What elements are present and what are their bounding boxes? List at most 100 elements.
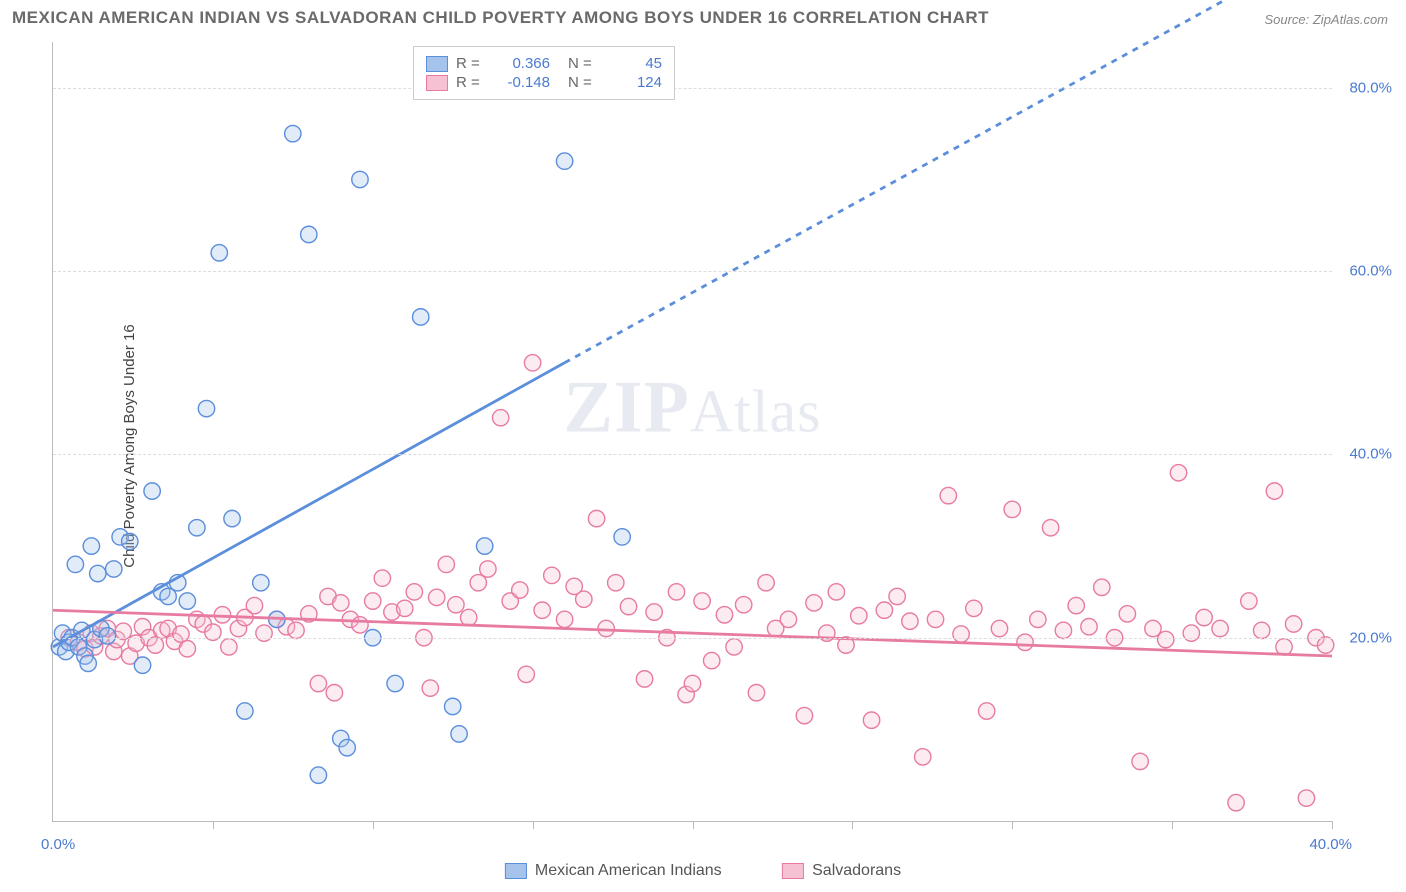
data-point	[668, 584, 684, 600]
plot-area: ZIPAtlas R = 0.366 N = 45 R = -0.148 N =…	[52, 42, 1332, 822]
data-point	[940, 487, 956, 503]
data-point	[1068, 597, 1084, 613]
data-point	[636, 671, 652, 687]
data-point	[451, 726, 467, 742]
data-point	[614, 529, 630, 545]
data-point	[492, 410, 508, 426]
data-point	[1298, 790, 1314, 806]
data-point	[122, 533, 138, 549]
data-point	[211, 245, 227, 261]
data-point	[147, 637, 163, 653]
data-point	[106, 561, 122, 577]
data-point	[253, 575, 269, 591]
n-label: N =	[568, 74, 606, 91]
data-point	[556, 611, 572, 627]
data-point	[429, 589, 445, 605]
series-name-0: Mexican American Indians	[535, 862, 722, 880]
data-point	[99, 628, 115, 644]
legend-swatch-0b	[505, 863, 527, 879]
y-tick-label: 80.0%	[1349, 79, 1392, 96]
data-point	[1094, 579, 1110, 595]
data-point	[444, 698, 460, 714]
data-point	[1158, 631, 1174, 647]
legend-row-1: R = -0.148 N = 124	[426, 74, 662, 91]
grid-line	[53, 454, 1332, 455]
data-point	[1119, 606, 1135, 622]
trend-line-dashed	[565, 0, 1332, 363]
data-point	[144, 483, 160, 499]
data-point	[902, 613, 918, 629]
x-tick	[693, 821, 694, 829]
legend-swatch-1b	[782, 863, 804, 879]
x-tick	[1332, 821, 1333, 829]
x-tick	[1012, 821, 1013, 829]
data-point	[863, 712, 879, 728]
data-point	[1241, 593, 1257, 609]
data-point	[796, 707, 812, 723]
grid-line	[53, 638, 1332, 639]
data-point	[518, 666, 534, 682]
data-point	[889, 588, 905, 604]
data-point	[716, 607, 732, 623]
data-point	[1253, 622, 1269, 638]
data-point	[806, 595, 822, 611]
x-tick	[1172, 821, 1173, 829]
data-point	[310, 675, 326, 691]
chart-title: MEXICAN AMERICAN INDIAN VS SALVADORAN CH…	[12, 8, 989, 28]
data-point	[1017, 634, 1033, 650]
data-point	[397, 600, 413, 616]
source-label: Source: ZipAtlas.com	[1264, 12, 1388, 27]
data-point	[83, 538, 99, 554]
data-point	[374, 570, 390, 586]
correlation-legend: R = 0.366 N = 45 R = -0.148 N = 124	[413, 46, 675, 100]
data-point	[67, 556, 83, 572]
data-point	[620, 598, 636, 614]
x-tick	[533, 821, 534, 829]
data-point	[748, 684, 764, 700]
legend-swatch-1	[426, 75, 448, 91]
legend-swatch-0	[426, 56, 448, 72]
data-point	[735, 597, 751, 613]
data-point	[90, 565, 106, 581]
legend-row-0: R = 0.366 N = 45	[426, 55, 662, 72]
data-point	[173, 626, 189, 642]
data-point	[953, 626, 969, 642]
legend-item-1: Salvadorans	[782, 862, 901, 880]
data-point	[876, 602, 892, 618]
data-point	[1285, 616, 1301, 632]
data-point	[333, 595, 349, 611]
x-tick	[373, 821, 374, 829]
data-point	[288, 622, 304, 638]
n-value-1: 124	[606, 74, 662, 91]
data-point	[80, 655, 96, 671]
data-point	[556, 153, 572, 169]
data-point	[1030, 611, 1046, 627]
data-point	[1317, 637, 1333, 653]
data-point	[512, 582, 528, 598]
data-point	[476, 538, 492, 554]
data-point	[1170, 465, 1186, 481]
data-point	[1276, 639, 1292, 655]
r-value-1: -0.148	[494, 74, 550, 91]
data-point	[1183, 625, 1199, 641]
x-tick	[213, 821, 214, 829]
data-point	[285, 125, 301, 141]
data-point	[448, 597, 464, 613]
data-point	[224, 510, 240, 526]
x-tick-label-min: 0.0%	[41, 836, 75, 853]
data-point	[1212, 620, 1228, 636]
data-point	[534, 602, 550, 618]
y-tick-label: 20.0%	[1349, 629, 1392, 646]
data-point	[326, 684, 342, 700]
data-point	[694, 593, 710, 609]
data-point	[1196, 609, 1212, 625]
data-point	[1042, 520, 1058, 536]
data-point	[1266, 483, 1282, 499]
data-point	[915, 749, 931, 765]
data-point	[726, 639, 742, 655]
data-point	[927, 611, 943, 627]
plot-svg	[53, 42, 1332, 821]
data-point	[339, 739, 355, 755]
grid-line	[53, 271, 1332, 272]
data-point	[189, 520, 205, 536]
